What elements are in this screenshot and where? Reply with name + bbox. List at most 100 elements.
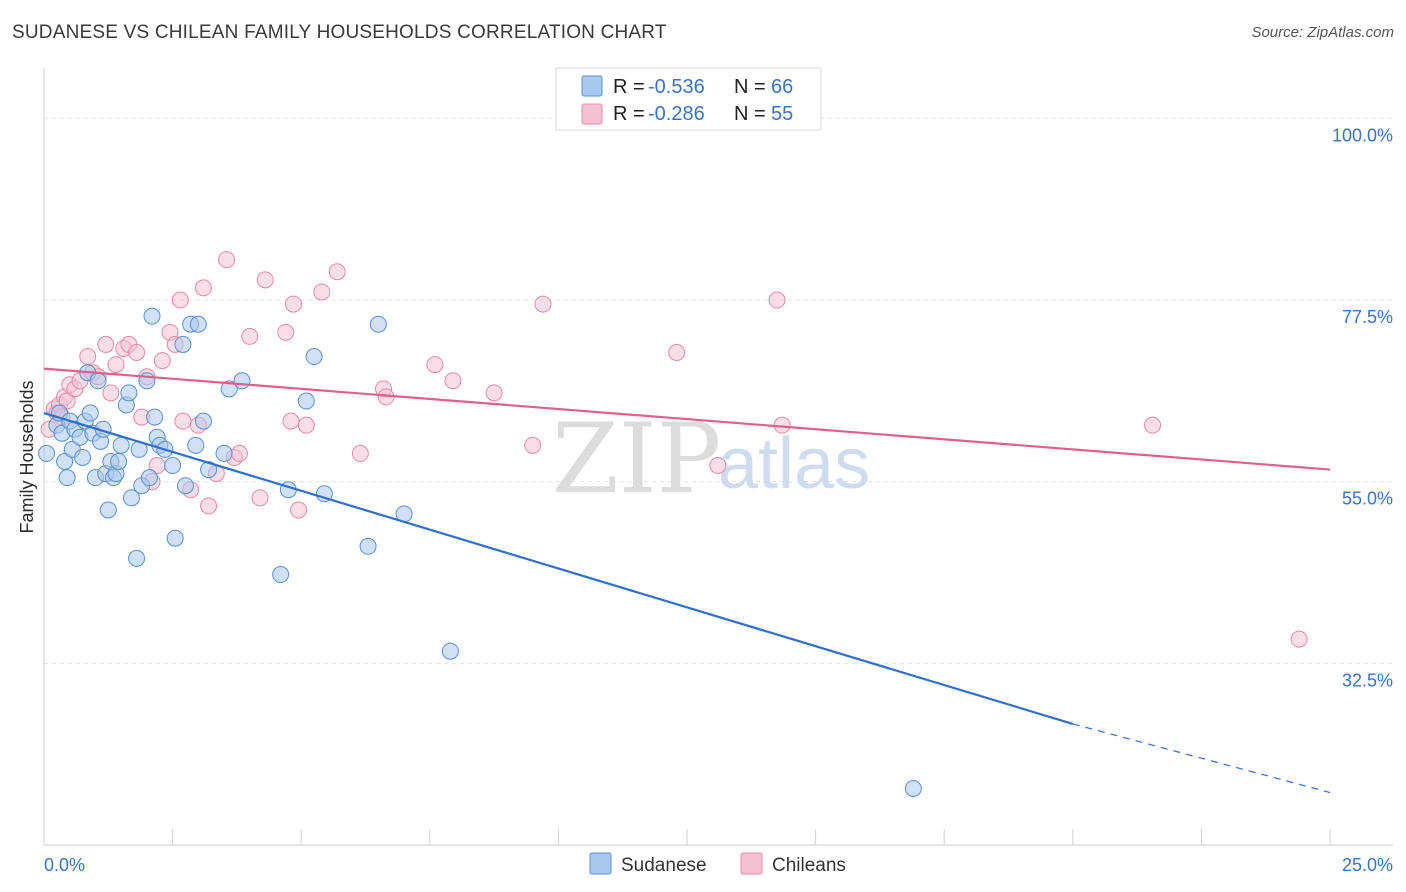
sudanese-point <box>297 392 315 410</box>
chileans-point <box>297 416 315 434</box>
chileans-point <box>79 348 97 366</box>
watermark: ZIP atlas <box>552 403 870 515</box>
chileans-point <box>485 384 503 402</box>
x-tick-label: 0.0% <box>44 855 85 875</box>
sudanese-r-value: -0.536 <box>648 76 705 98</box>
sudanese-point <box>120 384 138 402</box>
sudanese-point <box>56 453 74 470</box>
sudanese-point <box>112 436 130 454</box>
chileans-point <box>241 327 259 345</box>
sudanese-point <box>369 315 387 333</box>
chileans-point <box>277 323 295 341</box>
chileans-point <box>218 251 236 269</box>
y-tick-labels: 32.5% 55.0% 77.5% 100.0% <box>1332 125 1393 690</box>
sudanese-point <box>220 380 238 398</box>
chileans-trendline <box>43 367 1331 471</box>
sudanese-point <box>164 457 182 475</box>
sudanese-n-value: 66 <box>771 76 793 98</box>
x-tick-labels: 0.0% 25.0% <box>44 855 1393 875</box>
source-credit: Source: ZipAtlas.com <box>1251 24 1394 41</box>
gridlines <box>44 117 1393 664</box>
chileans-point <box>1290 630 1308 648</box>
sudanese-point <box>38 444 56 462</box>
sudanese-trendline <box>43 412 1074 725</box>
chileans-point <box>251 489 269 507</box>
chileans-r-value: -0.286 <box>648 103 705 125</box>
sudanese-r-label: R = <box>613 76 645 98</box>
chileans-point <box>709 457 727 475</box>
sudanese-point <box>272 566 290 584</box>
chileans-point <box>768 291 786 309</box>
sudanese-point <box>215 444 233 462</box>
sudanese-point <box>128 549 146 567</box>
sudanese-n-label: N = <box>734 76 766 98</box>
sudanese-point <box>189 315 207 333</box>
sudanese-point <box>359 537 377 555</box>
chileans-series-swatch <box>740 852 763 875</box>
sudanese-point <box>143 307 161 325</box>
sudanese-point <box>315 485 333 503</box>
chileans-point <box>174 412 192 430</box>
sudanese-point <box>441 642 459 660</box>
chileans-point <box>256 271 274 289</box>
chileans-point <box>328 263 346 281</box>
x-tick-label: 25.0% <box>1342 855 1393 875</box>
chileans-point <box>97 335 115 353</box>
chileans-point <box>524 436 542 454</box>
chileans-point <box>200 497 218 515</box>
chileans-point <box>284 295 302 313</box>
chileans-point <box>153 352 171 370</box>
sudanese-point <box>99 501 117 519</box>
sudanese-point <box>58 469 76 487</box>
chileans-r-label: R = <box>613 103 645 125</box>
sudanese-point <box>233 372 251 390</box>
chileans-point <box>351 444 369 462</box>
sudanese-point <box>146 408 164 426</box>
watermark-zip: ZIP <box>552 403 721 515</box>
chileans-point <box>1144 416 1162 434</box>
sudanese-point <box>140 469 158 487</box>
chileans-point <box>102 384 120 402</box>
chileans-point <box>290 501 308 519</box>
stats-legend: R = -0.536 N = 66 R = -0.286 N = 55 <box>555 67 822 131</box>
chileans-point <box>230 444 248 462</box>
sudanese-points <box>38 307 922 797</box>
sudanese-point <box>110 453 128 470</box>
y-tick-label: 100.0% <box>1332 125 1393 145</box>
sudanese-trendline-extension <box>1072 723 1331 794</box>
watermark-atlas: atlas <box>718 424 870 504</box>
sudanese-series-label: Sudanese <box>621 855 707 876</box>
sudanese-point <box>187 436 205 454</box>
chileans-point <box>107 356 125 374</box>
sudanese-point <box>122 489 140 507</box>
chileans-point <box>426 356 444 374</box>
sudanese-point <box>904 779 922 797</box>
chileans-legend-swatch <box>581 103 603 125</box>
sudanese-point <box>89 372 107 390</box>
chileans-point <box>668 344 686 362</box>
chileans-point <box>444 372 462 390</box>
chileans-point <box>313 283 331 301</box>
chileans-n-label: N = <box>734 103 766 125</box>
chileans-point <box>58 392 76 410</box>
sudanese-point <box>138 372 156 390</box>
sudanese-point <box>200 461 218 479</box>
sudanese-series-swatch <box>589 852 612 875</box>
series-legend: Sudanese Chileans <box>589 852 846 876</box>
sudanese-legend-swatch <box>581 75 603 97</box>
sudanese-point <box>176 477 194 495</box>
chileans-point <box>194 279 212 297</box>
sudanese-point <box>174 335 192 353</box>
chileans-point <box>282 412 300 430</box>
y-tick-label: 55.0% <box>1342 489 1393 509</box>
chileans-point <box>534 295 552 313</box>
sudanese-point <box>305 348 323 366</box>
y-tick-label: 77.5% <box>1342 307 1393 327</box>
chart-title: SUDANESE VS CHILEAN FAMILY HOUSEHOLDS CO… <box>12 22 667 43</box>
y-tick-label: 32.5% <box>1342 670 1393 690</box>
sudanese-point <box>74 448 92 466</box>
y-axis-title: Family Households <box>17 380 37 533</box>
sudanese-point <box>81 404 99 422</box>
chileans-n-value: 55 <box>771 103 793 125</box>
